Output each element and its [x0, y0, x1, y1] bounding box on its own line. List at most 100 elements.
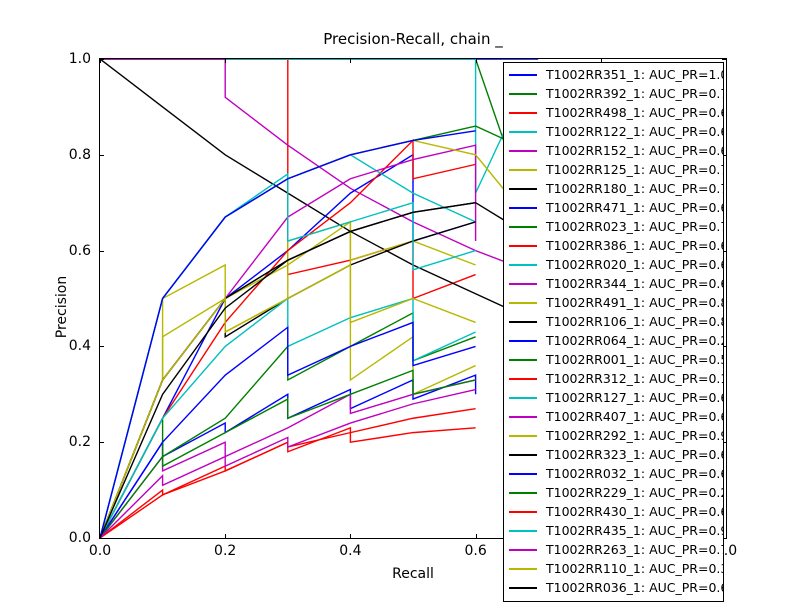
legend-item[interactable]: T1002RR491_1: AUC_PR=0.80	[504, 293, 723, 312]
legend-item[interactable]: T1002RR036_1: AUC_PR=0.68	[504, 578, 723, 597]
x-tick-mark-top	[726, 59, 727, 63]
legend-item[interactable]: T1002RR351_1: AUC_PR=1.00	[504, 65, 723, 84]
legend-label: T1002RR020_1: AUC_PR=0.61	[546, 257, 724, 272]
series-line	[100, 202, 476, 538]
y-tick-label: 0.4	[68, 338, 91, 355]
legend-label: T1002RR127_1: AUC_PR=0.61	[546, 390, 724, 405]
x-tick-mark-top	[475, 59, 477, 63]
legend-item[interactable]: T1002RR435_1: AUC_PR=0.92	[504, 521, 723, 540]
legend-box[interactable]: T1002RR351_1: AUC_PR=1.00 T1002RR392_1: A…	[503, 62, 724, 602]
legend-item[interactable]: T1002RR125_1: AUC_PR=0.73	[504, 160, 723, 179]
legend-item[interactable]: T1002RR430_1: AUC_PR=0.61	[504, 502, 723, 521]
legend-item[interactable]: T1002RR498_1: AUC_PR=0.66	[504, 103, 723, 122]
legend-color-swatch	[509, 130, 537, 133]
legend-item[interactable]: T1002RR152_1: AUC_PR=0.63	[504, 141, 723, 160]
legend-item[interactable]: T1002RR127_1: AUC_PR=0.61	[504, 388, 723, 407]
legend-color-swatch	[509, 168, 537, 171]
y-tick-mark-right	[722, 442, 726, 444]
x-tick-mark	[726, 534, 727, 538]
x-tick-mark-top	[225, 59, 227, 63]
legend-color-swatch	[509, 567, 537, 570]
legend-color-swatch	[509, 472, 537, 475]
legend-color-swatch	[509, 358, 537, 361]
legend-item[interactable]: T1002RR323_1: AUC_PR=0.68	[504, 445, 723, 464]
legend-item[interactable]: T1002RR344_1: AUC_PR=0.69	[504, 274, 723, 293]
legend-label: T1002RR344_1: AUC_PR=0.69	[546, 276, 724, 291]
legend-label: T1002RR032_1: AUC_PR=0.68	[546, 466, 724, 481]
x-tick-mark-top	[350, 59, 352, 63]
legend-label: T1002RR263_1: AUC_PR=0.76	[546, 542, 724, 557]
series-line	[100, 130, 476, 538]
x-tick-mark-top	[100, 59, 101, 63]
legend-item[interactable]: T1002RR392_1: AUC_PR=0.78	[504, 84, 723, 103]
y-tick-label: 0.0	[68, 530, 91, 546]
legend-color-swatch	[509, 453, 537, 456]
chart-title: Precision-Recall, chain _	[323, 30, 503, 48]
legend-color-swatch	[509, 510, 537, 513]
y-tick-label: 0.8	[68, 146, 91, 163]
y-tick-mark	[100, 442, 104, 444]
series-line	[100, 138, 476, 538]
legend-label: T1002RR386_1: AUC_PR=0.60	[546, 238, 724, 253]
legend-item[interactable]: T1002RR064_1: AUC_PR=0.26	[504, 331, 723, 350]
series-line	[100, 263, 476, 538]
legend-label: T1002RR106_1: AUC_PR=0.81	[546, 314, 724, 329]
series-line	[100, 369, 476, 538]
legend-color-swatch	[509, 434, 537, 437]
legend-item[interactable]: T1002RR263_1: AUC_PR=0.76	[504, 540, 723, 559]
x-tick-label: 0.6	[464, 543, 487, 559]
legend-item[interactable]: T1002RR001_1: AUC_PR=0.51	[504, 350, 723, 369]
y-tick-mark-right	[722, 154, 726, 156]
x-tick-mark-top	[600, 59, 602, 63]
legend-label: T1002RR351_1: AUC_PR=1.00	[546, 67, 724, 82]
x-tick-label: 0.2	[214, 543, 237, 559]
legend-label: T1002RR023_1: AUC_PR=0.77	[546, 219, 724, 234]
y-tick-mark-right	[722, 250, 726, 252]
legend-label: T1002RR392_1: AUC_PR=0.78	[546, 86, 724, 101]
legend-item[interactable]: T1002RR229_1: AUC_PR=0.25	[504, 483, 723, 502]
legend-item[interactable]: T1002RR292_1: AUC_PR=0.98	[504, 426, 723, 445]
legend-item[interactable]: T1002RR407_1: AUC_PR=0.68	[504, 407, 723, 426]
legend-item[interactable]: T1002RR122_1: AUC_PR=0.63	[504, 122, 723, 141]
legend-color-swatch	[509, 187, 537, 190]
series-line	[100, 59, 508, 309]
legend-label: T1002RR407_1: AUC_PR=0.68	[546, 409, 724, 424]
legend-color-swatch	[509, 225, 537, 228]
legend-label: T1002RR001_1: AUC_PR=0.51	[546, 352, 724, 367]
legend-item[interactable]: T1002RR386_1: AUC_PR=0.60	[504, 236, 723, 255]
legend-color-swatch	[509, 548, 537, 551]
legend-item[interactable]: T1002RR312_1: AUC_PR=0.19	[504, 369, 723, 388]
legend-item[interactable]: T1002RR020_1: AUC_PR=0.61	[504, 255, 723, 274]
series-line	[100, 388, 476, 538]
x-axis-label: Recall	[392, 566, 434, 582]
series-line	[100, 220, 476, 538]
legend-label: T1002RR036_1: AUC_PR=0.68	[546, 580, 724, 595]
legend-item[interactable]: T1002RR471_1: AUC_PR=0.61	[504, 198, 723, 217]
y-tick-label: 0.6	[68, 242, 91, 259]
y-tick-mark-right	[722, 346, 726, 348]
legend-color-swatch	[509, 282, 537, 285]
x-tick-mark	[475, 534, 477, 538]
x-tick-mark	[225, 534, 227, 538]
legend-label: T1002RR292_1: AUC_PR=0.98	[546, 428, 724, 443]
legend-item[interactable]: T1002RR110_1: AUC_PR=0.34	[504, 559, 723, 578]
legend-color-swatch	[509, 73, 537, 76]
legend-label: T1002RR152_1: AUC_PR=0.63	[546, 143, 724, 158]
legend-label: T1002RR498_1: AUC_PR=0.66	[546, 105, 724, 120]
y-tick-label: 0.2	[68, 434, 91, 451]
legend-color-swatch	[509, 92, 537, 95]
y-tick-mark	[100, 346, 104, 348]
y-tick-mark-right	[722, 538, 726, 539]
legend-label: T1002RR435_1: AUC_PR=0.92	[546, 523, 724, 538]
plot-lines	[100, 59, 539, 538]
legend-item[interactable]: T1002RR032_1: AUC_PR=0.68	[504, 464, 723, 483]
legend-item[interactable]: T1002RR106_1: AUC_PR=0.81	[504, 312, 723, 331]
legend-label: T1002RR122_1: AUC_PR=0.63	[546, 124, 724, 139]
legend-color-swatch	[509, 244, 537, 247]
legend-item[interactable]: T1002RR180_1: AUC_PR=0.73	[504, 179, 723, 198]
series-line	[100, 59, 539, 242]
legend-item[interactable]: T1002RR023_1: AUC_PR=0.77	[504, 217, 723, 236]
y-axis-label: Precision	[54, 275, 70, 339]
legend-color-swatch	[509, 263, 537, 266]
